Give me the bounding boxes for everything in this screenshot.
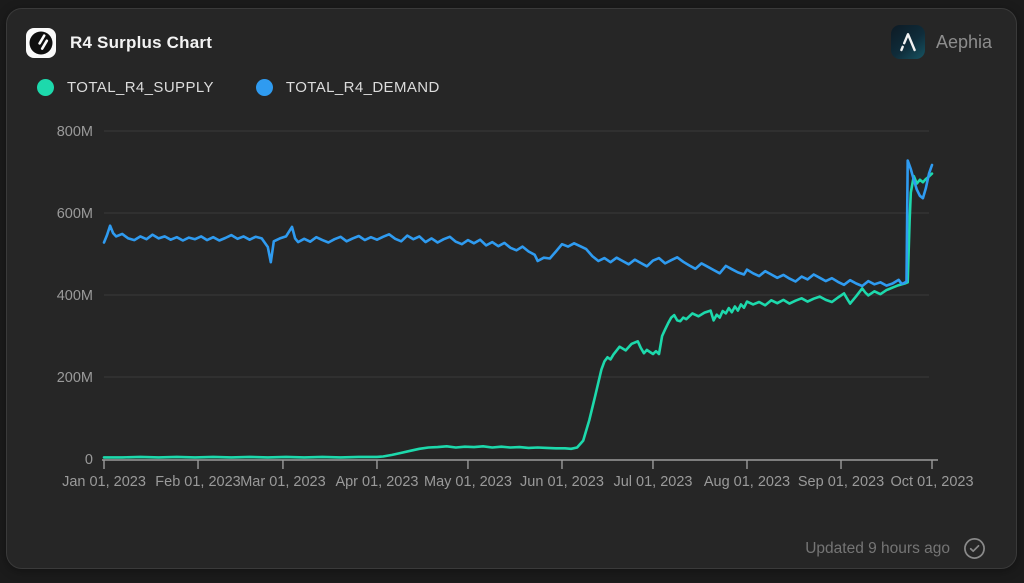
- chart-card: R4 Surplus Chart Aephia: [6, 8, 1017, 569]
- x-tick-label: Sep 01, 2023: [798, 474, 884, 490]
- updated-status: Updated 9 hours ago: [805, 540, 950, 558]
- page-background: R4 Surplus Chart Aephia: [0, 0, 1024, 583]
- footer: Updated 9 hours ago: [805, 537, 986, 560]
- series-line-total_r4_supply: [104, 174, 932, 458]
- y-tick-label: 200M: [57, 370, 93, 386]
- x-tick-label: Feb 01, 2023: [155, 474, 240, 490]
- x-tick-label: Jan 01, 2023: [62, 474, 146, 490]
- x-tick-label: Apr 01, 2023: [335, 474, 418, 490]
- x-tick-label: Mar 01, 2023: [240, 474, 325, 490]
- x-tick-label: Jun 01, 2023: [520, 474, 604, 490]
- x-tick-label: May 01, 2023: [424, 474, 512, 490]
- x-tick-label: Oct 01, 2023: [890, 474, 973, 490]
- x-tick-label: Aug 01, 2023: [704, 474, 790, 490]
- y-tick-label: 600M: [57, 206, 93, 222]
- x-tick-label: Jul 01, 2023: [613, 474, 692, 490]
- y-tick-label: 400M: [57, 288, 93, 304]
- series-line-total_r4_demand: [104, 161, 932, 287]
- line-chart[interactable]: 0 200M 400M 600M 800M Jan 01, 2023 Feb 01, 202…: [7, 9, 1024, 583]
- y-tick-label: 800M: [57, 124, 93, 140]
- y-tick-label: 0: [85, 452, 93, 468]
- check-circle-icon: [963, 537, 986, 560]
